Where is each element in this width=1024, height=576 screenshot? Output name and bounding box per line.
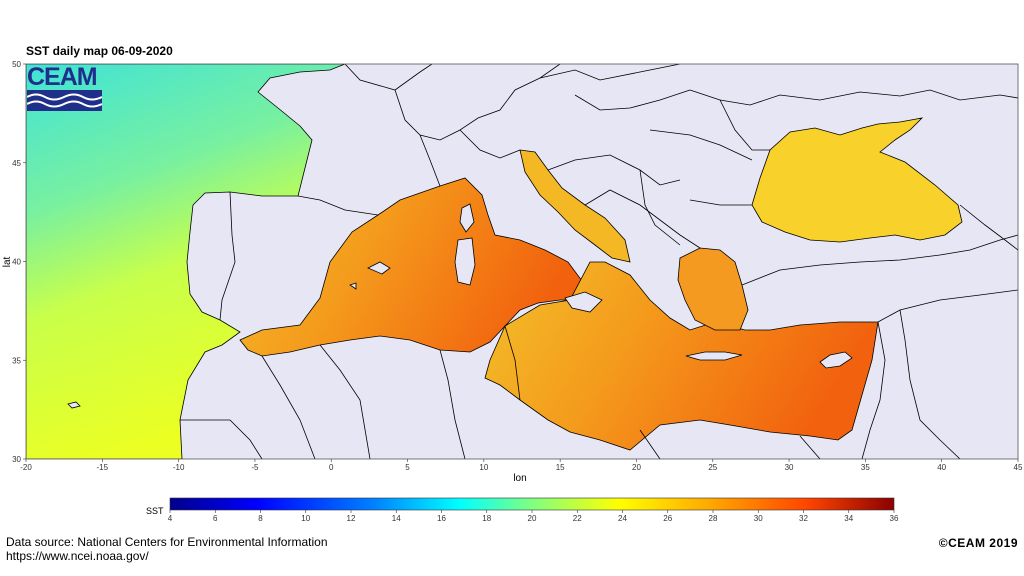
ceam-logo-waves (27, 90, 102, 111)
y-tick-label: 35 (12, 356, 21, 365)
x-axis-label: lon (513, 473, 526, 484)
colorbar (169, 497, 895, 511)
y-tick-label: 45 (12, 159, 21, 168)
corsica-island (459, 203, 475, 233)
x-tick-label: 15 (556, 463, 565, 472)
x-tick-label: 0 (329, 463, 334, 472)
colorbar-tick-label: 24 (618, 514, 627, 523)
y-tick-label: 40 (12, 258, 21, 267)
x-tick-label: 35 (861, 463, 870, 472)
x-tick-label: 40 (937, 463, 946, 472)
x-tick-label: 20 (632, 463, 641, 472)
atlantic-ocean (26, 64, 346, 459)
map-title: SST daily map 06-09-2020 (26, 44, 173, 58)
sardinia-island (454, 237, 476, 286)
colorbar-tick-label: 36 (890, 514, 899, 523)
colorbar-tick-label: 20 (528, 514, 537, 523)
colorbar-tick-label: 14 (392, 514, 401, 523)
atlantic-islet (67, 401, 81, 409)
ceam-logo-text: CEAM (27, 63, 98, 91)
crete-island (685, 351, 743, 361)
y-axis-label: lat (2, 256, 13, 267)
colorbar-tick-label: 18 (482, 514, 491, 523)
y-tick-label: 30 (12, 455, 21, 464)
adriatic-sea (519, 149, 631, 263)
x-tick-label: 5 (405, 463, 410, 472)
x-tick-label: -5 (251, 463, 259, 472)
aegean-sea (677, 247, 749, 331)
colorbar-label: SST (146, 506, 164, 516)
x-tick-label: 30 (785, 463, 794, 472)
colorbar-tick-label: 28 (709, 514, 718, 523)
data-source-url[interactable]: https://www.ncei.noaa.gov/ (6, 549, 149, 563)
colorbar-tick-label: 30 (754, 514, 763, 523)
balearic-islands (349, 261, 391, 290)
country-borders (180, 64, 1018, 459)
colorbar-tick-label: 10 (301, 514, 310, 523)
copyright-text: ©CEAM 2019 (938, 536, 1018, 550)
colorbar-tick-label: 12 (347, 514, 356, 523)
colorbar-tick-label: 16 (437, 514, 446, 523)
map-plot-area (26, 64, 1018, 459)
x-tick-label: 45 (1014, 463, 1023, 472)
black-sea (751, 117, 963, 243)
colorbar-tick-label: 6 (213, 514, 218, 523)
data-source-text: Data source: National Centers for Enviro… (6, 535, 328, 549)
colorbar-tick-label: 34 (844, 514, 853, 523)
colorbar-tick-label: 22 (573, 514, 582, 523)
x-tick-label: -20 (20, 463, 32, 472)
colorbar-tick-label: 4 (168, 514, 173, 523)
cyprus-island (819, 351, 853, 369)
y-tick-label: 50 (12, 60, 21, 69)
x-tick-label: 10 (479, 463, 488, 472)
colorbar-tick-label: 32 (799, 514, 808, 523)
y-axis-ticks: 30 35 40 45 50 (12, 60, 26, 464)
colorbar-tick-label: 8 (258, 514, 263, 523)
x-axis-ticks: -20 -15 -10 -5 0 5 10 15 20 25 30 35 40 45 (20, 459, 1023, 472)
sicily-island (564, 291, 603, 313)
x-tick-label: 25 (708, 463, 717, 472)
colorbar-tick-label: 26 (663, 514, 672, 523)
x-tick-label: -15 (97, 463, 109, 472)
x-tick-label: -10 (173, 463, 185, 472)
colorbar-ticks: 4 6 8 10 12 14 16 18 20 22 24 26 28 30 32 34 36 (168, 510, 899, 523)
